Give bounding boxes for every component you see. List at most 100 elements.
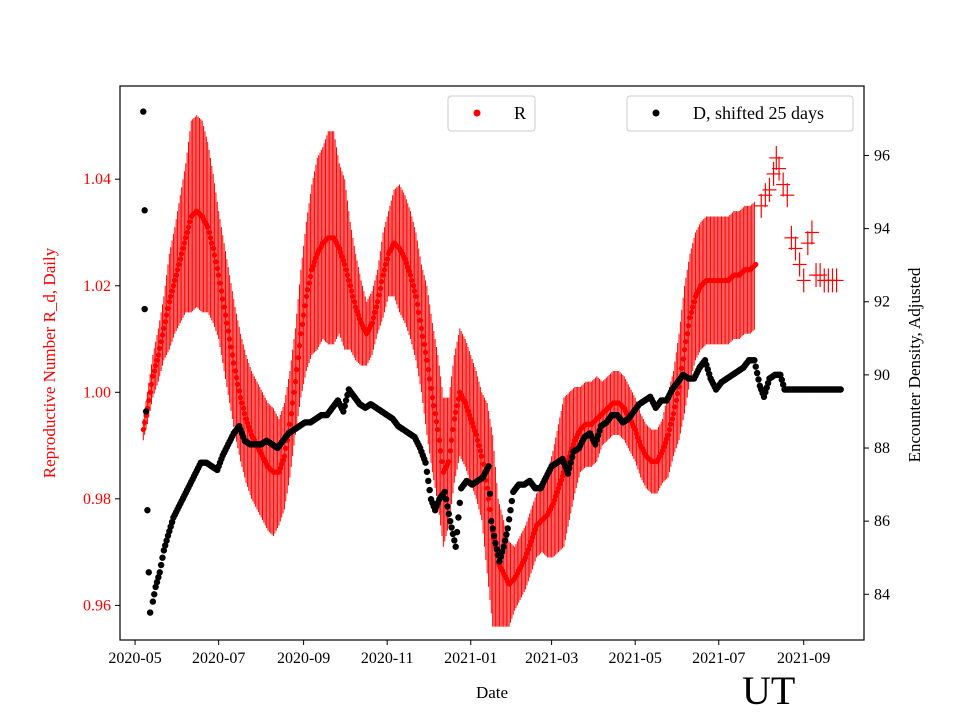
d-point: [451, 537, 458, 544]
d-point: [159, 554, 166, 561]
d-point: [441, 488, 448, 496]
x-tick-label: 2021-03: [525, 650, 578, 667]
left-y-axis-title: Reproductive Number R_d, Daily: [40, 247, 59, 478]
d-point: [160, 547, 168, 554]
left-y-tick-label: 0.96: [83, 597, 111, 614]
d-point: [778, 376, 785, 383]
d-point: [508, 497, 516, 505]
right-y-tick-label: 90: [874, 367, 890, 384]
d-point: [341, 402, 348, 410]
d-point: [486, 490, 494, 497]
d-series-layer: [140, 108, 844, 616]
x-tick-label: 2021-07: [692, 650, 745, 667]
right-y-axis: 84 86 88 90 92 94 96: [864, 147, 890, 603]
d-point: [447, 517, 454, 525]
d-point: [442, 496, 450, 503]
right-y-tick-label: 96: [874, 147, 890, 164]
right-y-tick-label: 88: [874, 440, 890, 457]
x-tick-label: 2020-11: [361, 650, 414, 667]
d-point: [501, 537, 509, 544]
d-point: [755, 376, 762, 383]
x-tick-label: 2020-07: [192, 650, 245, 667]
d-point: [423, 468, 431, 475]
d-point: [505, 516, 513, 523]
x-tick-label: 2021-09: [777, 650, 830, 667]
d-point: [445, 510, 453, 518]
d-point: [455, 514, 462, 521]
legend-d: D, shifted 25 days: [626, 95, 854, 132]
d-point: [568, 453, 576, 461]
left-y-axis: 0.96 0.98 1.00 1.02 1.04: [83, 171, 120, 614]
d-point: [162, 542, 169, 549]
r-point: [753, 261, 759, 268]
d-point: [144, 506, 151, 514]
d-point: [151, 591, 158, 598]
right-y-tick-label: 94: [874, 221, 890, 238]
d-point: [488, 517, 495, 525]
d-point: [496, 558, 503, 565]
left-y-tick-label: 1.02: [83, 278, 111, 295]
x-axis: 2020-05 2020-07 2020-09 2020-11 2021-01 2021-…: [108, 640, 830, 667]
d-point: [753, 369, 761, 377]
d-point: [490, 532, 498, 539]
d-point: [566, 464, 573, 472]
d-point: [156, 569, 163, 576]
legend-d-marker: [652, 109, 660, 117]
d-point: [425, 477, 432, 485]
d-point: [504, 525, 511, 532]
r-series-layer: [140, 115, 844, 627]
d-point: [500, 543, 507, 550]
d-point: [448, 524, 455, 531]
d-point: [779, 381, 787, 388]
legend-d-label: D, shifted 25 days: [693, 103, 824, 123]
d-point: [452, 543, 459, 550]
d-point: [777, 371, 784, 379]
d-point: [426, 486, 433, 494]
ut-watermark: UT: [742, 668, 795, 713]
d-point: [485, 463, 492, 470]
d-point: [149, 598, 157, 605]
d-point: [145, 569, 152, 576]
d-point: [155, 574, 162, 581]
d-point: [342, 397, 350, 404]
d-point: [752, 363, 759, 370]
d-point: [153, 578, 161, 586]
x-tick-label: 2020-05: [108, 650, 161, 667]
d-point: [456, 499, 464, 507]
d-point: [564, 470, 572, 477]
d-point: [140, 108, 147, 115]
x-tick-label: 2021-01: [444, 650, 497, 667]
d-point: [499, 548, 506, 555]
x-tick-label: 2020-09: [277, 650, 330, 667]
legend-r-label: R: [514, 103, 526, 123]
right-y-tick-label: 84: [874, 586, 890, 603]
d-point: [497, 553, 505, 560]
d-point: [146, 609, 154, 616]
left-y-tick-label: 0.98: [83, 491, 111, 508]
left-y-tick-label: 1.00: [83, 384, 111, 401]
d-point: [163, 537, 170, 544]
d-point: [453, 528, 461, 536]
x-tick-label: 2021-05: [609, 650, 662, 667]
legend-d-box: [626, 95, 854, 132]
d-point: [567, 459, 574, 466]
legend-r: R: [447, 95, 536, 132]
d-point: [340, 408, 347, 415]
d-point: [141, 207, 148, 214]
plot-frame: [119, 85, 865, 641]
d-point: [157, 561, 165, 569]
d-point: [492, 539, 499, 547]
left-y-tick-label: 1.04: [83, 171, 111, 188]
d-point: [152, 583, 159, 591]
right-y-axis-title: Encounter Density, Adjusted: [905, 267, 924, 462]
legend-r-marker: [473, 109, 481, 117]
d-point: [142, 408, 150, 415]
d-point: [489, 525, 496, 532]
right-y-tick-label: 86: [874, 513, 890, 530]
right-y-tick-label: 92: [874, 294, 890, 311]
legend-r-box: [447, 95, 536, 132]
d-point: [141, 305, 148, 313]
d-point: [507, 506, 514, 514]
d-point: [503, 531, 510, 538]
